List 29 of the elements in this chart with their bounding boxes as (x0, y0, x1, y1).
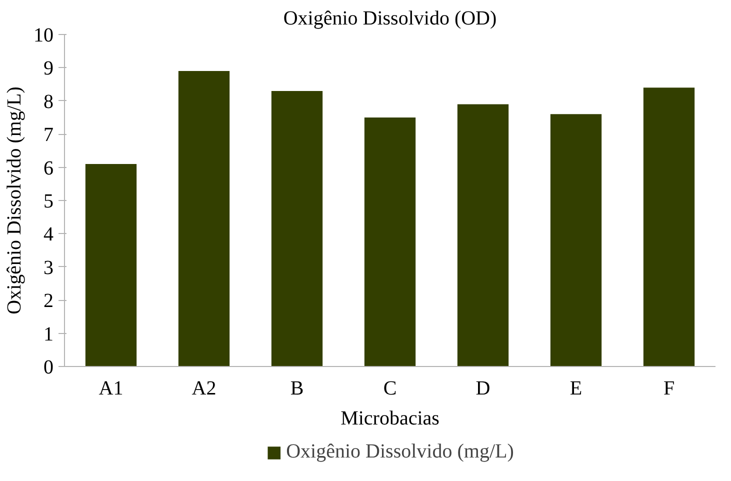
bar (457, 104, 509, 366)
bar (550, 114, 602, 366)
bar (364, 118, 416, 366)
y-tick-label: 7 (44, 124, 54, 146)
x-tick-label: C (383, 378, 397, 400)
x-axis-title: Microbacias (340, 408, 440, 430)
x-tick-label: A2 (192, 378, 216, 400)
x-tick-label: D (476, 378, 490, 400)
y-tick-label: 10 (34, 24, 54, 46)
bar (178, 71, 230, 366)
y-tick-label: 8 (44, 90, 54, 113)
x-tick-label: F (663, 378, 675, 400)
y-tick-label: 9 (44, 58, 54, 80)
y-tick-label: 0 (44, 356, 54, 378)
bar (85, 164, 137, 366)
y-tick-label: 5 (44, 190, 54, 212)
y-tick-label: 6 (44, 157, 54, 180)
bar (643, 88, 695, 366)
y-axis-title: Oxigênio Dissolvido (mg/L) (4, 86, 26, 314)
x-tick-label: E (570, 378, 582, 400)
legend-label: Oxigênio Dissolvido (mg/L) (286, 440, 514, 464)
x-tick-label: A1 (98, 378, 124, 400)
y-tick-label: 1 (44, 323, 54, 346)
y-tick-label: 3 (44, 256, 54, 279)
y-tick-label: 4 (44, 224, 54, 246)
x-tick-label: B (290, 378, 304, 400)
chart-title: Oxigênio Dissolvido (OD) (283, 8, 497, 30)
y-tick-label: 2 (44, 290, 54, 312)
bar (271, 90, 323, 366)
